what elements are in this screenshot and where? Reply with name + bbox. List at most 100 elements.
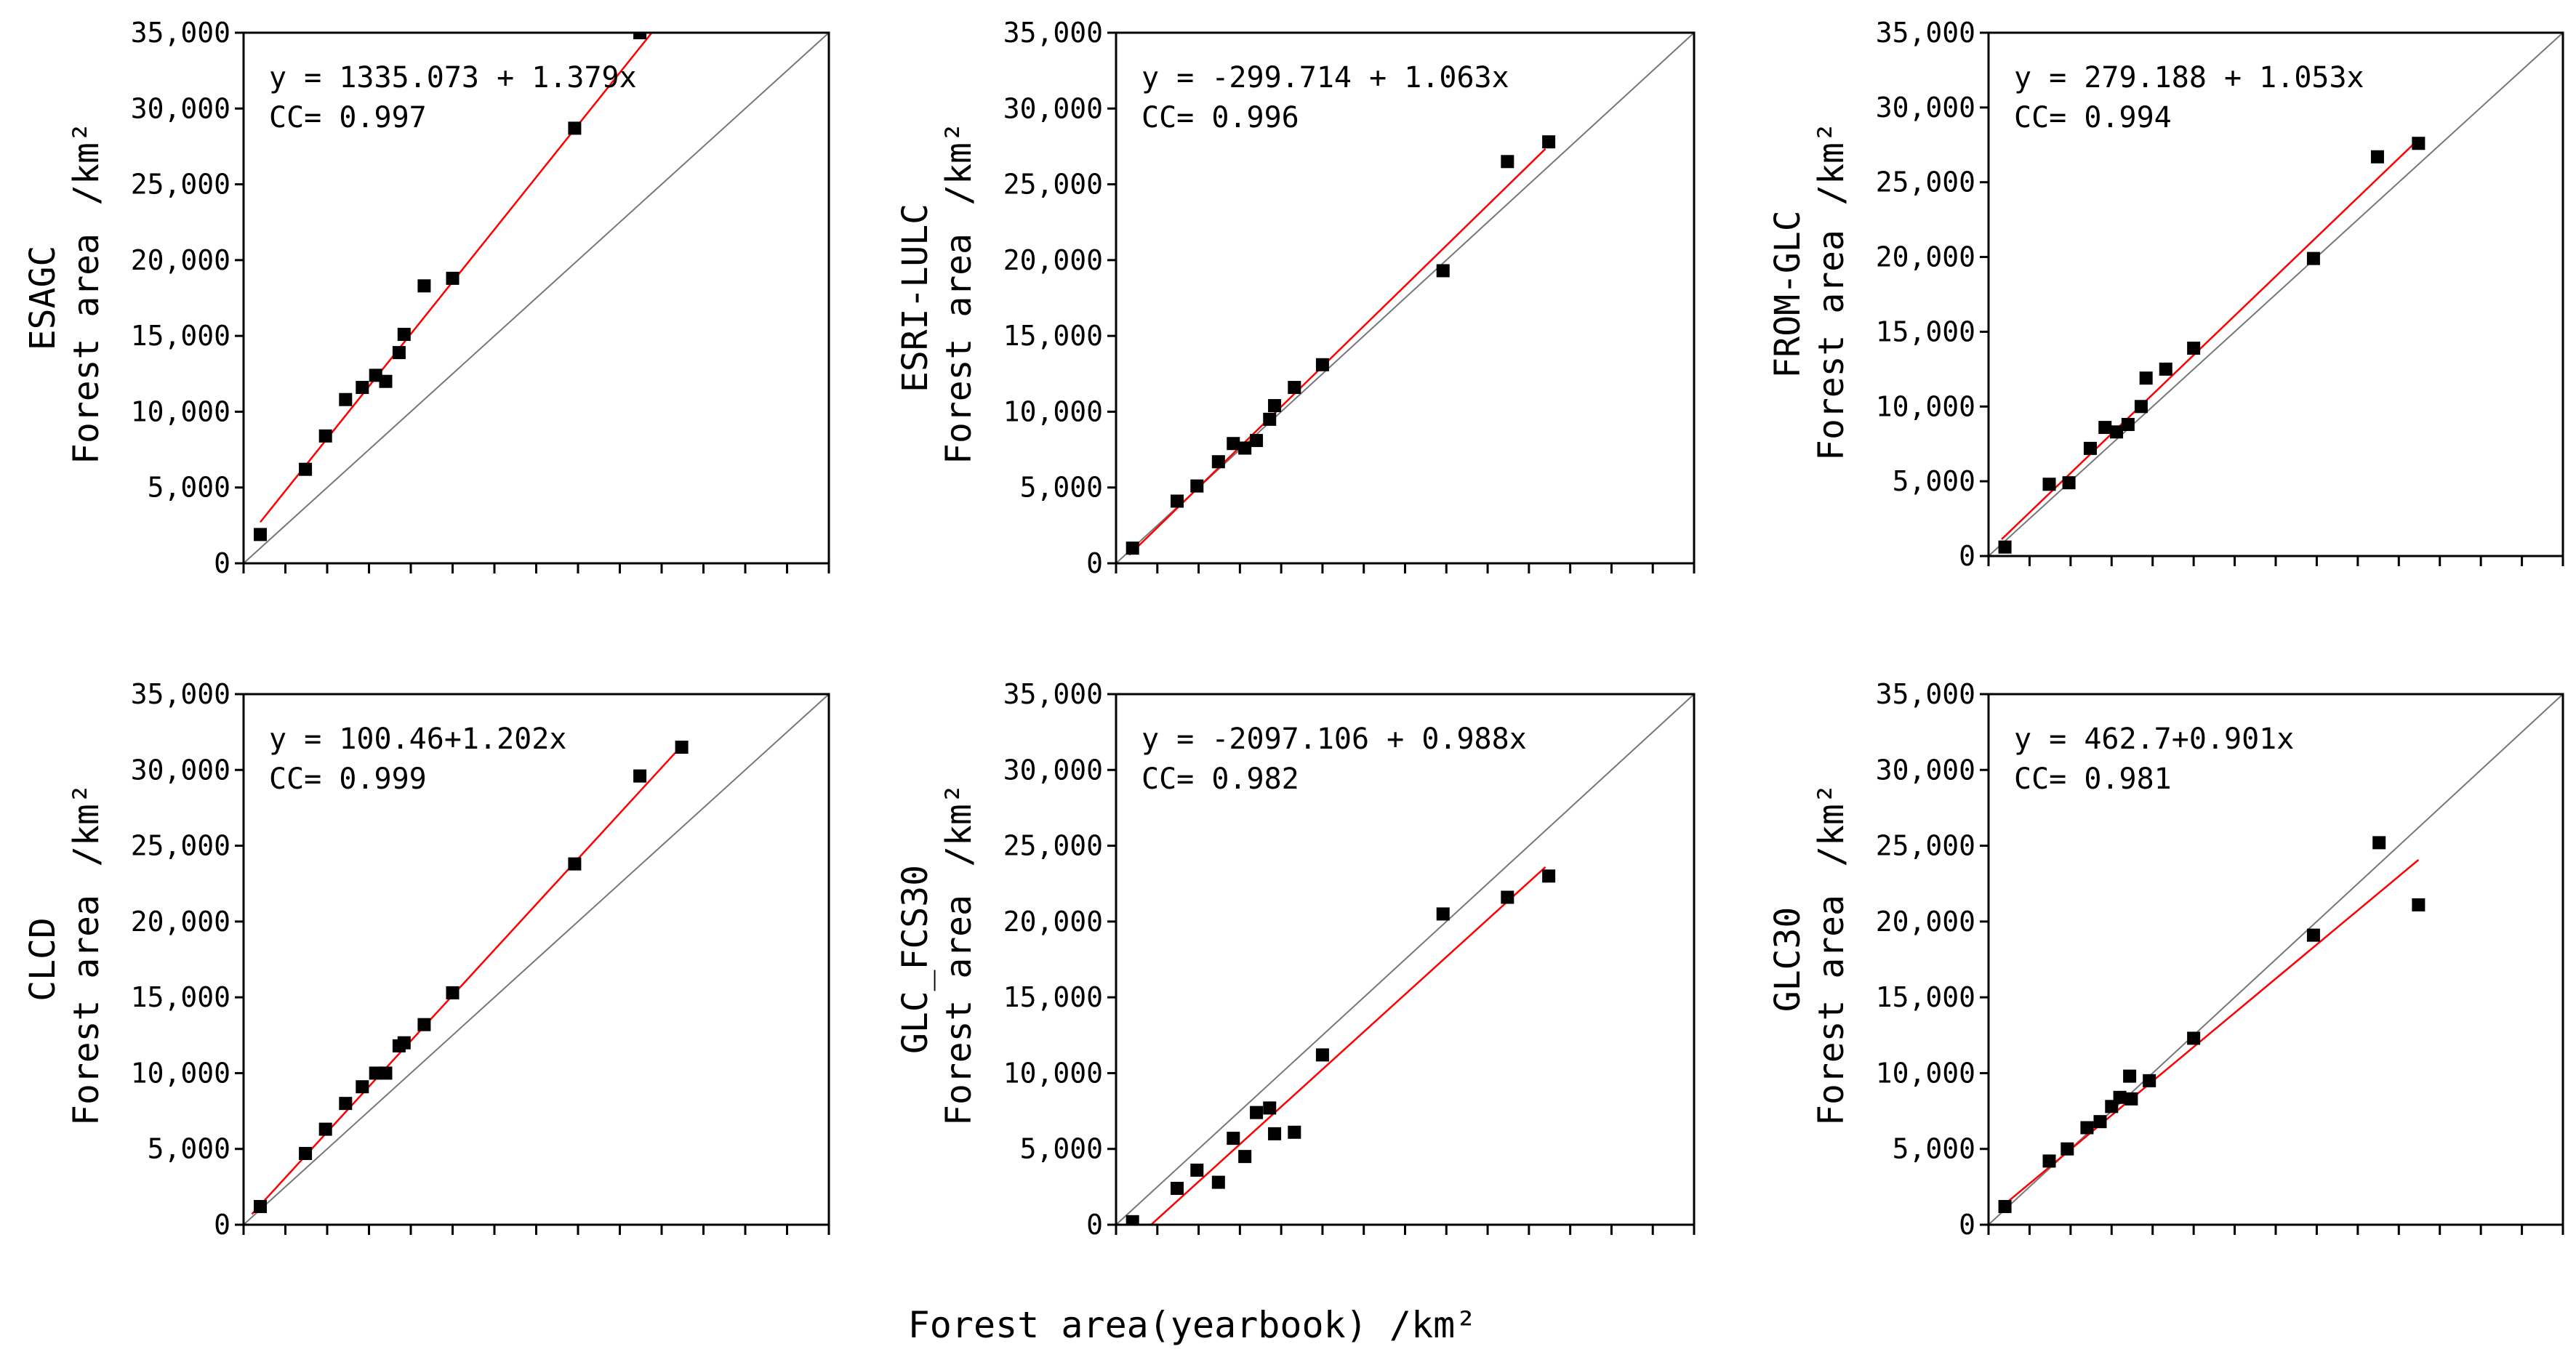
correlation-coefficient: CC= 0.996 (1141, 101, 1299, 134)
y-tick-label: 5,000 (1893, 465, 1975, 497)
data-point (1998, 1199, 2012, 1213)
identity-line (1989, 33, 2563, 556)
y-tick-label: 15,000 (1876, 981, 1975, 1013)
data-point (2306, 928, 2320, 942)
panel-clcd: 0 5,000 10,000 15,000 20,000 25,000 30,000 35,0… (23, 678, 830, 1241)
y-tick-label: 5,000 (148, 472, 230, 504)
data-point (2159, 362, 2172, 376)
data-point (2113, 1090, 2127, 1104)
data-point (2123, 1069, 2137, 1083)
data-point (1288, 381, 1301, 395)
data-point (2110, 425, 2124, 439)
data-point (1542, 869, 1556, 883)
data-point (1227, 1132, 1240, 1145)
data-point (339, 392, 353, 406)
data-point (1501, 890, 1514, 904)
correlation-coefficient: CC= 0.982 (1141, 762, 1299, 796)
data-point (675, 741, 689, 754)
y-tick-label: 20,000 (1876, 906, 1975, 938)
y-axis-quantity-label: Forest area (1811, 230, 1852, 461)
data-point (568, 857, 582, 871)
data-point (1315, 358, 1329, 371)
data-point (417, 1018, 431, 1031)
regression-line (1128, 148, 1546, 556)
data-point (1250, 434, 1264, 448)
y-axis-unit-label: /km² (1811, 121, 1852, 206)
y-tick-label: 25,000 (1003, 830, 1103, 862)
y-tick-label: 35,000 (1003, 678, 1103, 710)
data-point (392, 346, 406, 360)
y-tick-label: 0 (1086, 547, 1103, 579)
y-tick-label: 30,000 (1003, 754, 1103, 786)
y-tick-label: 10,000 (131, 395, 230, 427)
y-axis-unit-label: /km² (66, 121, 107, 206)
data-point (2370, 150, 2384, 164)
y-tick-label: 25,000 (1003, 169, 1103, 201)
y-tick-label: 0 (214, 547, 230, 579)
data-point (1227, 437, 1240, 451)
y-tick-label: 15,000 (1003, 320, 1103, 352)
data-point (2412, 898, 2425, 911)
y-tick-label: 5,000 (1020, 472, 1103, 504)
data-point (397, 1036, 411, 1050)
regression-equation: y = 1335.073 + 1.379x (269, 61, 637, 94)
y-tick-label: 10,000 (1876, 1057, 1975, 1089)
data-point (417, 279, 431, 293)
y-tick-label: 35,000 (1003, 17, 1103, 49)
data-point (1250, 1106, 1264, 1119)
y-tick-label: 30,000 (1876, 754, 1975, 786)
data-point (2062, 476, 2076, 490)
y-axis-quantity-label: Forest area (66, 895, 107, 1126)
data-point (2061, 1142, 2074, 1156)
data-point (1211, 1175, 1225, 1189)
data-point (2139, 371, 2153, 385)
y-axis-product-label: ESRI-LULC (895, 204, 936, 392)
data-point (369, 369, 382, 382)
panel-esri-lulc: 0 5,000 10,000 15,000 20,000 25,000 30,000 35,0… (895, 17, 1696, 579)
data-point (2412, 137, 2425, 150)
y-axis-quantity-label: Forest area (1811, 895, 1852, 1126)
y-tick-label: 0 (1086, 1209, 1103, 1241)
regression-equation: y = 462.7+0.901x (2014, 722, 2294, 756)
data-point (1211, 455, 1225, 469)
y-tick-label: 35,000 (1876, 678, 1975, 710)
identity-line (1116, 694, 1694, 1225)
data-point (633, 769, 647, 783)
y-tick-label: 15,000 (1003, 981, 1103, 1013)
identity-line (1989, 694, 2563, 1225)
data-point (2121, 417, 2135, 431)
regression-line (251, 745, 683, 1215)
y-tick-label: 35,000 (131, 678, 230, 710)
regression-line (1149, 866, 1546, 1225)
y-axis-unit-label: /km² (1811, 783, 1852, 867)
data-point (2187, 342, 2201, 355)
y-tick-label: 20,000 (1003, 244, 1103, 276)
data-point (1126, 541, 1139, 555)
y-axis-product-label: GLC30 (1768, 907, 1808, 1012)
data-point (2143, 1074, 2156, 1087)
y-axis-product-label: CLCD (23, 917, 63, 1002)
data-point (2306, 251, 2320, 265)
data-point (369, 1066, 382, 1080)
data-point (1263, 1101, 1277, 1115)
data-point (2042, 478, 2056, 491)
data-point (254, 528, 267, 541)
y-tick-label: 35,000 (131, 17, 230, 49)
data-point (1542, 135, 1556, 149)
y-tick-label: 0 (214, 1209, 230, 1241)
correlation-coefficient: CC= 0.981 (2014, 762, 2172, 796)
y-tick-label: 15,000 (1876, 315, 1975, 347)
data-point (356, 381, 369, 395)
y-tick-label: 0 (1959, 1209, 1975, 1241)
data-point (1998, 540, 2012, 554)
data-point (2083, 441, 2097, 455)
regression-equation: y = 279.188 + 1.053x (2014, 61, 2364, 94)
data-point (339, 1097, 353, 1111)
y-tick-label: 15,000 (131, 320, 230, 352)
data-point (446, 271, 460, 285)
y-tick-label: 30,000 (1876, 92, 1975, 124)
panel-glc_fcs30: 0 5,000 10,000 15,000 20,000 25,000 30,000 35,0… (895, 678, 1696, 1241)
y-tick-label: 30,000 (1003, 92, 1103, 124)
regression-equation: y = -2097.106 + 0.988x (1141, 722, 1527, 756)
